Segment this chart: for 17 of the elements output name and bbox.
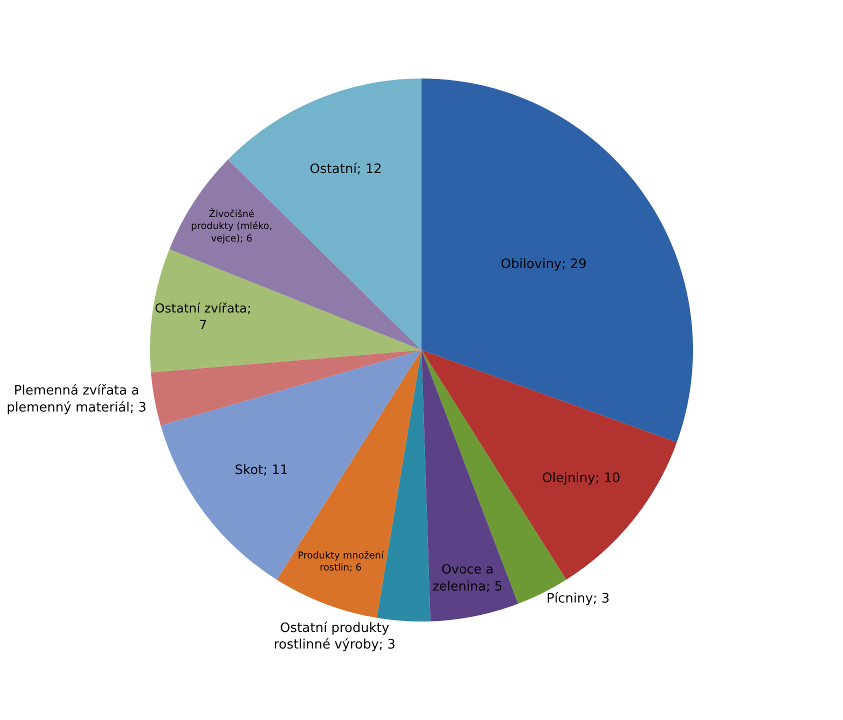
slice-label: Produkty množení rostlin; 6 xyxy=(298,550,384,574)
pie-slice xyxy=(422,350,677,580)
slice-label: Olejniny; 10 xyxy=(542,471,620,486)
pie-slice xyxy=(150,249,422,372)
slice-label: Ostatní; 12 xyxy=(310,162,382,177)
pie-slice xyxy=(422,78,693,442)
pie-slice xyxy=(150,350,422,426)
pie-slice xyxy=(160,350,422,580)
slice-label: Ovoce a zelenina; 5 xyxy=(432,562,502,594)
slice-label: Ostatní zvířata; 7 xyxy=(154,300,252,332)
slice-label: Plemenná zvířata a plemenný materiál; 3 xyxy=(6,384,147,416)
slice-label: Ostatní produkty rostlinné výroby; 3 xyxy=(274,620,396,653)
slice-label: Skot; 11 xyxy=(234,462,288,478)
slice-label: Pícniny; 3 xyxy=(546,591,610,606)
slice-label: Živočišné produkty (mléko, vejce); 6 xyxy=(191,208,272,245)
slice-label: Obiloviny; 29 xyxy=(500,256,587,272)
pie-slice xyxy=(422,350,518,622)
